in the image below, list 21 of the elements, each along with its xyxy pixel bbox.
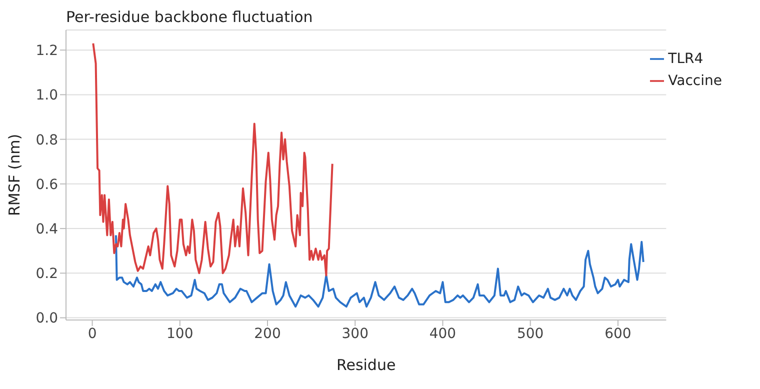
- y-tick-label: 1.2: [36, 43, 58, 60]
- x-tick-label: 200: [254, 326, 281, 342]
- x-tick-label: 100: [166, 326, 194, 342]
- y-tick-label: 0.2: [36, 266, 58, 282]
- legend-label: TLR4: [668, 51, 704, 67]
- y-tick-label: 0.8: [36, 132, 58, 148]
- x-tick-label: 400: [429, 326, 456, 342]
- y-tick-label: 0.6: [36, 176, 58, 193]
- x-tick-label: 500: [516, 326, 544, 342]
- line-series: [114, 234, 644, 308]
- y-axis-title: RMSF (nm): [5, 134, 24, 216]
- y-tick-label: 0.4: [36, 222, 58, 238]
- legend-label: Vaccine: [668, 73, 722, 89]
- x-tick-label: 600: [604, 326, 632, 342]
- x-tick-label: 300: [342, 326, 368, 342]
- line-series: [92, 42, 334, 276]
- y-tick-label: 1.0: [36, 88, 58, 104]
- x-tick-label: 0: [88, 326, 97, 342]
- chart-title: Per-residue backbone fluctuation: [66, 8, 313, 26]
- y-tick-label: 0.0: [36, 310, 58, 327]
- x-axis-title: Residue: [336, 356, 396, 374]
